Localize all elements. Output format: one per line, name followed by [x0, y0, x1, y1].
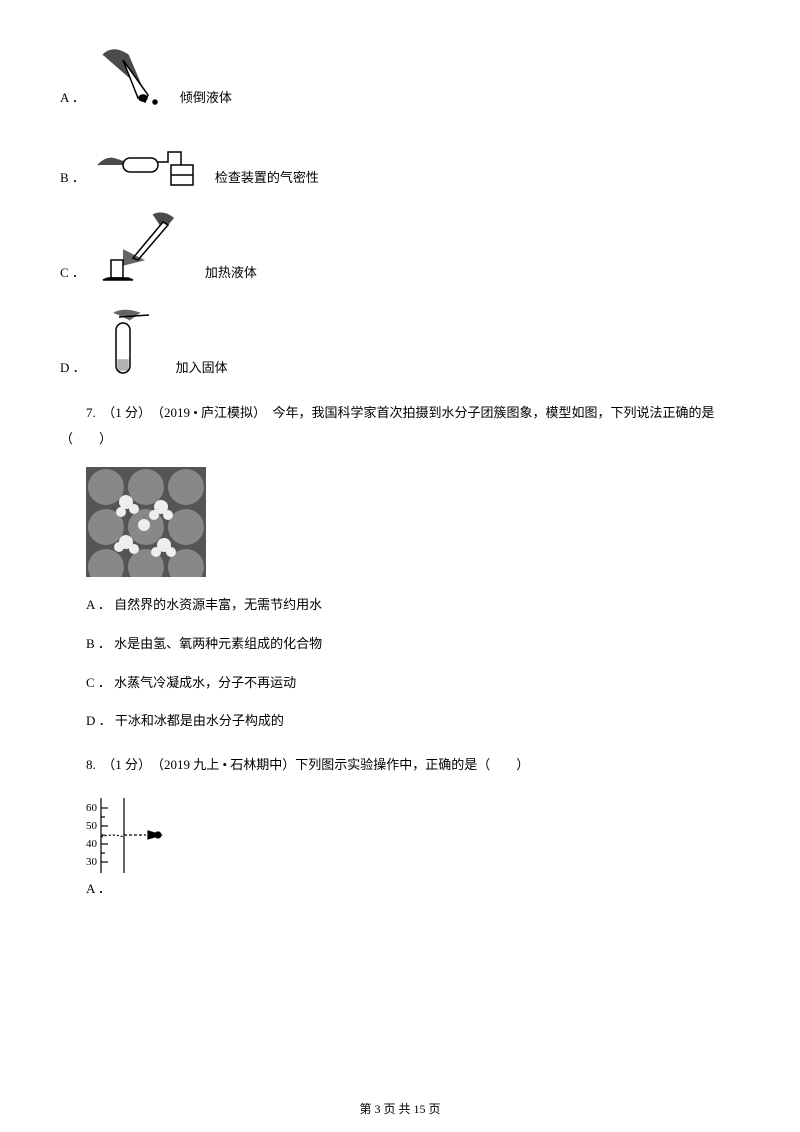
option-d-text: 加入固体 — [176, 357, 228, 380]
option-c-label: C ． — [60, 262, 85, 285]
option-d-image — [94, 305, 164, 380]
option-c-image — [93, 210, 193, 285]
question-8-text: 8. （1 分） （2019 九上 • 石林期中）下列图示实验操作中，正确的是（… — [60, 752, 740, 778]
option-a-text: 倾倒液体 — [180, 87, 232, 110]
q8-option-a-row: 60 50 40 30 A ． — [86, 793, 740, 897]
q7-option-b: B ． 水是由氢、氧两种元素组成的化合物 — [86, 634, 740, 655]
q7-option-a: A ． 自然界的水资源丰富，无需节约用水 — [86, 595, 740, 616]
option-d-label: D ． — [60, 357, 86, 380]
option-d-row: D ． 加入固体 — [60, 305, 740, 380]
q7-option-c: C ． 水蒸气冷凝成水，分子不再运动 — [86, 673, 740, 694]
q7-option-d: D ． 干冰和冰都是由水分子构成的 — [86, 711, 740, 732]
option-b-text: 检查装置的气密性 — [215, 167, 319, 190]
mark-60: 60 — [86, 802, 98, 814]
option-a-image — [93, 40, 168, 110]
mark-30: 30 — [86, 856, 98, 868]
mark-40: 40 — [86, 838, 98, 850]
mark-50: 50 — [86, 820, 98, 832]
q8-option-a-label: A ． — [86, 881, 111, 896]
page-footer: 第 3 页 共 15 页 — [0, 1100, 800, 1117]
option-a-label: A ． — [60, 87, 85, 110]
option-c-text: 加热液体 — [205, 262, 257, 285]
option-a-row: A ． 倾倒液体 — [60, 40, 740, 110]
cylinder-image: 60 50 40 30 — [86, 793, 740, 878]
option-b-label: B ． — [60, 167, 85, 190]
question-7-text: 7. （1 分） （2019 • 庐江模拟） 今年，我国科学家首次拍摄到水分子团… — [60, 400, 740, 452]
molecule-image — [86, 467, 740, 577]
option-c-row: C ． 加热液体 — [60, 210, 740, 285]
option-b-row: B ． 检查装置的气密性 — [60, 130, 740, 190]
option-b-image — [93, 130, 203, 190]
